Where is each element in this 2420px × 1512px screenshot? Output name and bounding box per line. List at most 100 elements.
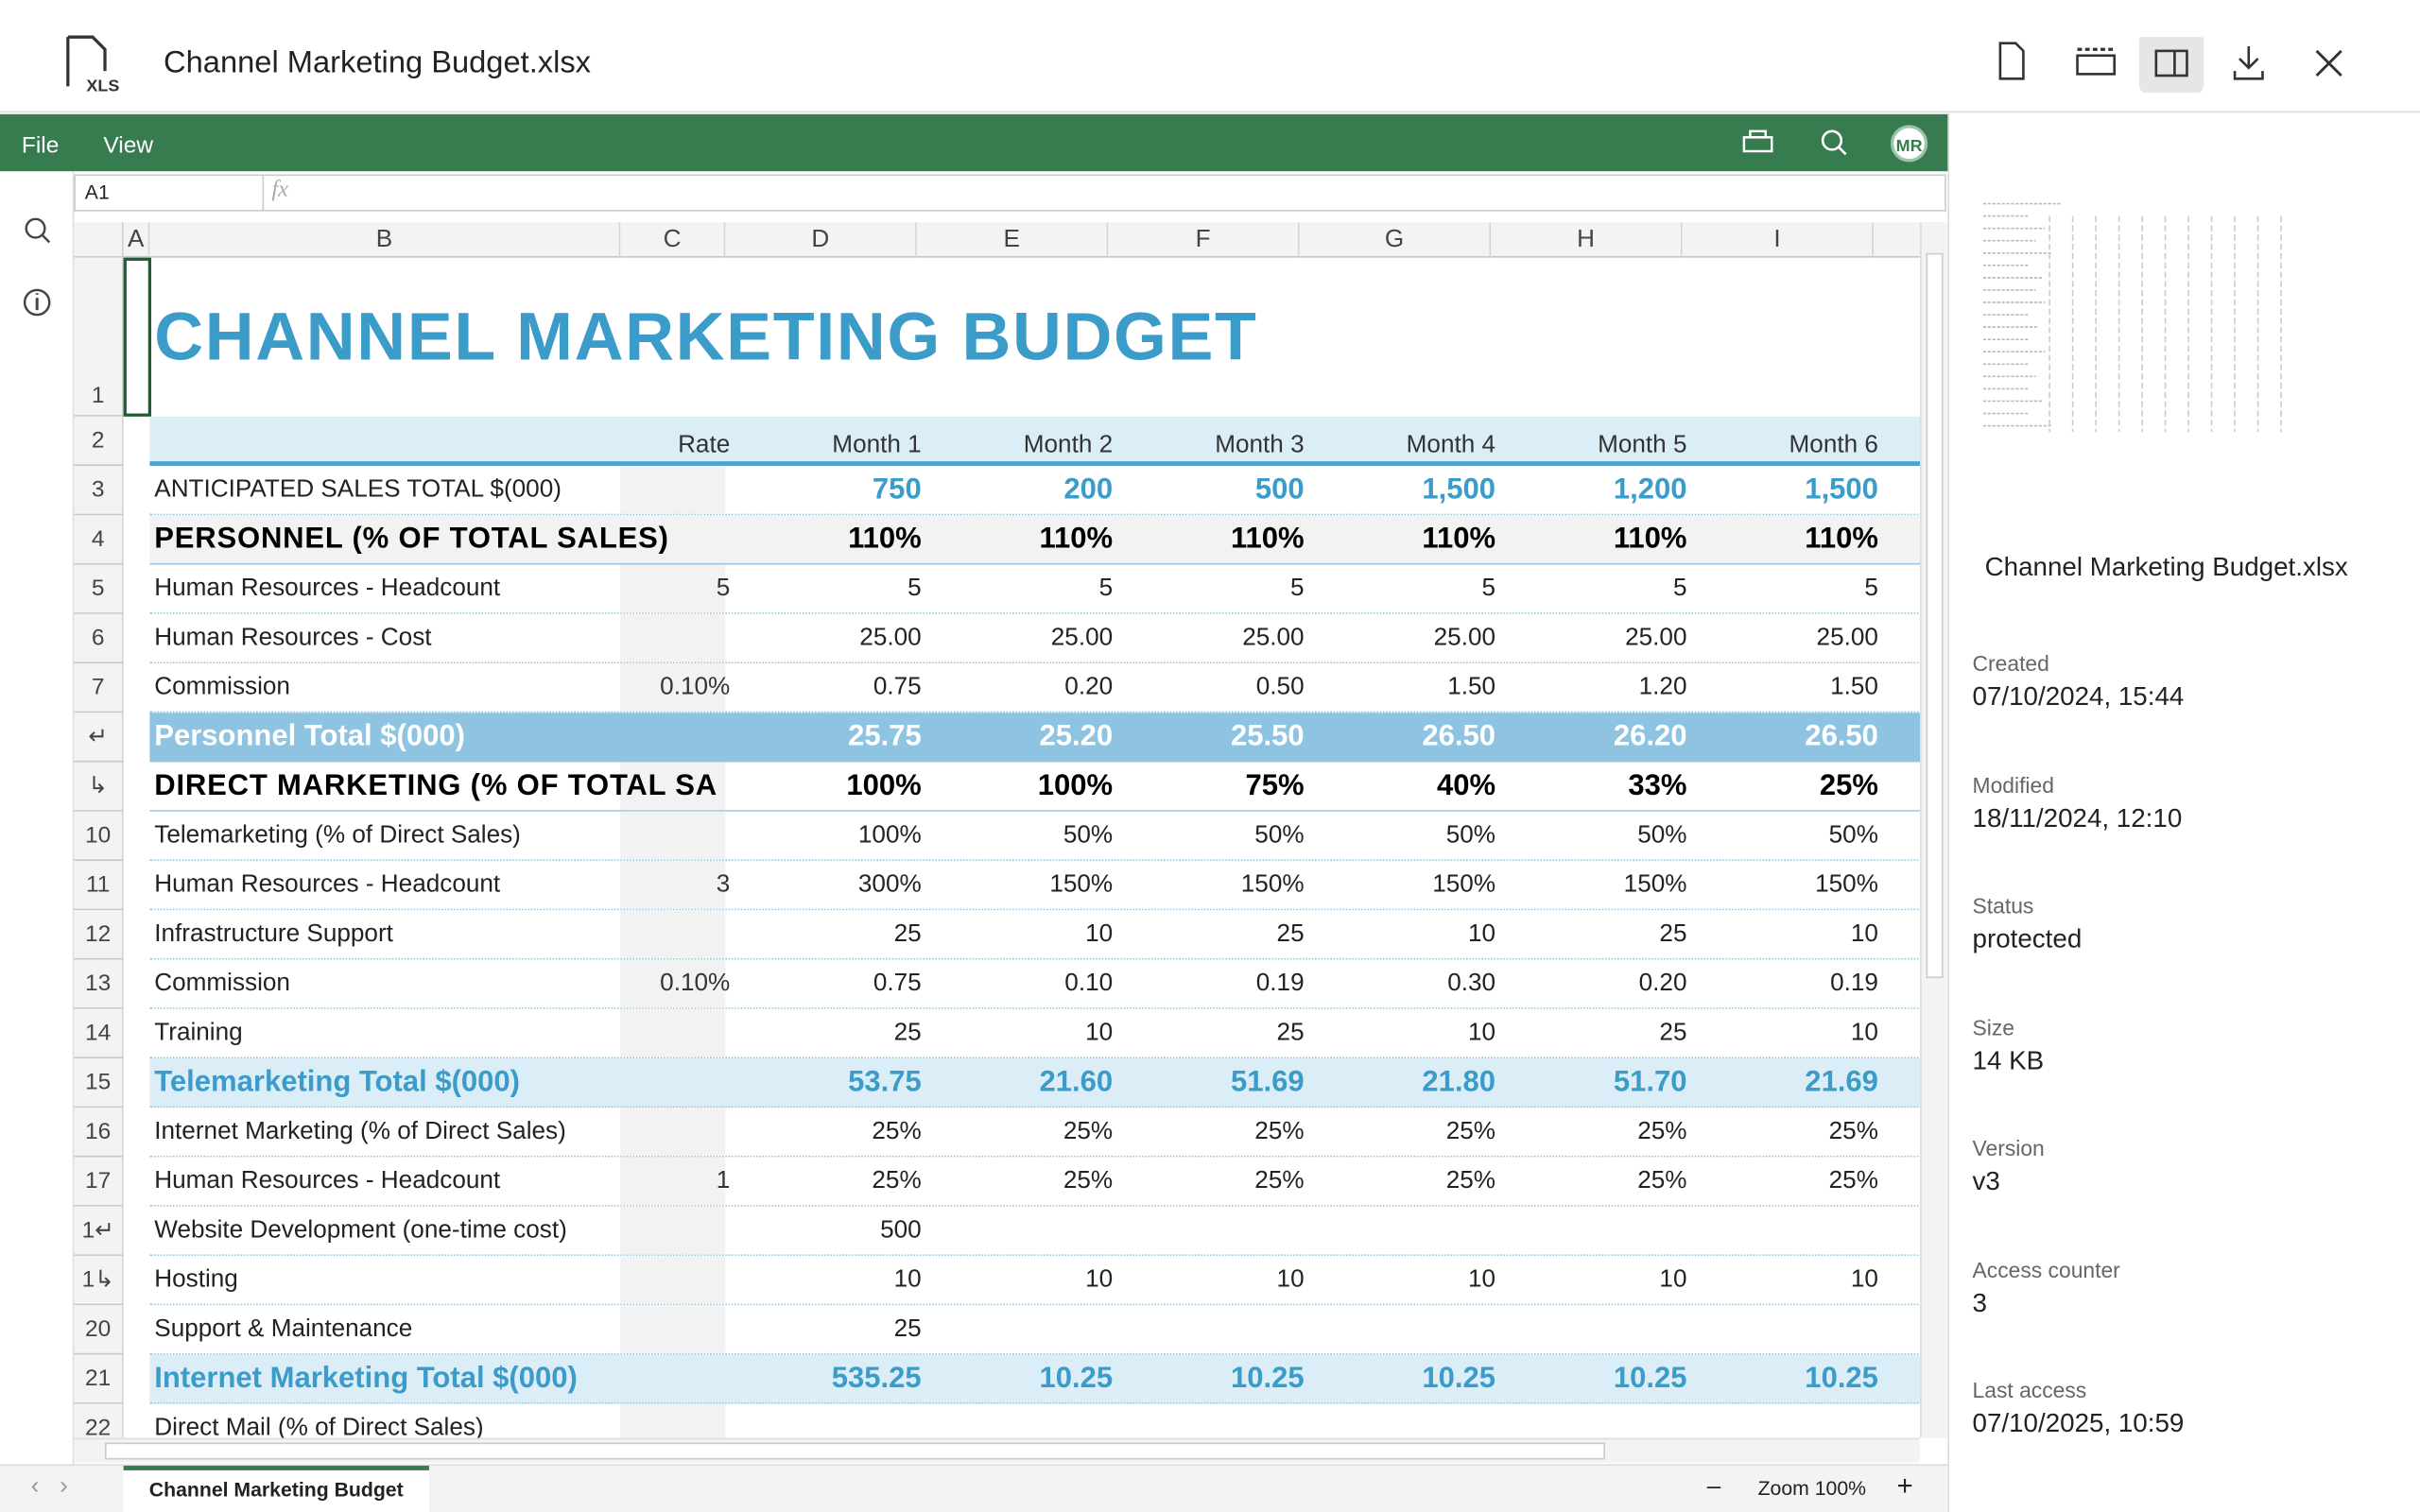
value-cell: 25.00 <box>859 625 922 651</box>
thumbnail <box>1979 197 2286 438</box>
sheet-tab[interactable]: Channel Marketing Budget <box>123 1466 429 1512</box>
value-cell: 10.25 <box>1805 1362 1878 1395</box>
tab-nav[interactable]: ‹ › <box>30 1473 68 1500</box>
selected-cell <box>123 257 151 417</box>
field-label: Status <box>1972 893 2034 919</box>
value-cell: 10 <box>1467 1020 1496 1046</box>
value-cell: 10 <box>1276 1266 1305 1294</box>
value-cell: 5 <box>1481 575 1496 602</box>
value-cell: 110% <box>848 523 922 556</box>
value-cell: 25 <box>1276 920 1305 948</box>
rate-shade <box>620 1008 726 1057</box>
rate-cell: 1 <box>716 1167 731 1194</box>
row-header: 5 <box>74 564 124 614</box>
row-bg <box>149 1058 1921 1108</box>
formula-input[interactable] <box>264 174 1946 212</box>
sidebar-icons[interactable] <box>22 213 56 320</box>
value-cell: 25 <box>893 1315 922 1343</box>
row-label: Website Development (one-time cost) <box>154 1217 567 1244</box>
field-label: Modified <box>1972 772 2054 798</box>
row-header: 2 <box>74 416 124 467</box>
value-cell: 100% <box>1037 769 1114 802</box>
zoom-out[interactable]: – <box>1706 1473 1721 1500</box>
value-cell: 0.75 <box>873 674 922 701</box>
column-header: B <box>149 222 621 258</box>
row-header: 6 <box>74 613 124 664</box>
row-header: 22 <box>74 1403 124 1438</box>
value-cell: 10 <box>1659 1266 1687 1294</box>
row-header: 13 <box>74 959 124 1009</box>
row-header: 1 <box>74 257 124 417</box>
menu-item[interactable]: File <box>21 132 60 160</box>
v-scrollbar[interactable] <box>1920 222 1948 1438</box>
value-cell: 26.20 <box>1613 720 1687 753</box>
field-value: 3 <box>1972 1287 1987 1317</box>
rate-shade <box>620 1157 726 1206</box>
row-bg <box>149 1305 1921 1355</box>
toolbar-icons[interactable] <box>1991 37 2361 93</box>
avatar[interactable]: MR <box>1890 125 1928 163</box>
rate-cell: 3 <box>716 871 731 899</box>
menu-item[interactable]: View <box>103 132 154 160</box>
value-cell: 40% <box>1436 769 1496 802</box>
value-cell: 25.00 <box>1050 625 1114 651</box>
zoom-in[interactable]: + <box>1896 1469 1913 1502</box>
column-header: H <box>1491 222 1683 258</box>
value-cell: 51.70 <box>1613 1066 1687 1099</box>
value-cell: 25.50 <box>1230 720 1305 753</box>
value-cell: 50% <box>1828 822 1878 849</box>
value-cell: 5 <box>908 575 922 602</box>
rate-cell: 5 <box>716 575 731 602</box>
row-label: Telemarketing (% of Direct Sales) <box>154 822 521 849</box>
row-label: Direct Mail (% of Direct Sales) <box>154 1415 484 1438</box>
value-cell: 750 <box>872 473 922 507</box>
field-value: 07/10/2024, 15:44 <box>1972 681 2185 712</box>
value-cell: 500 <box>1254 473 1305 507</box>
cell-ref[interactable]: A1 <box>74 174 265 212</box>
field-value: v3 <box>1972 1166 2000 1196</box>
value-cell: 300% <box>857 871 922 899</box>
row-label: Human Resources - Headcount <box>154 1167 501 1194</box>
menu-icons[interactable] <box>1737 127 1861 161</box>
info-panel <box>1947 112 2420 1512</box>
value-cell: 25 <box>1659 920 1687 948</box>
value-cell: 1,500 <box>1805 473 1878 507</box>
value-cell: 10.25 <box>1039 1362 1114 1395</box>
column-header: F <box>1108 222 1300 258</box>
value-cell: 25 <box>893 1020 922 1046</box>
row-bg <box>149 663 1921 713</box>
rate-shade <box>620 1305 726 1353</box>
value-cell: 25% <box>1063 1118 1114 1145</box>
row-label: DIRECT MARKETING (% OF TOTAL SA <box>154 769 718 802</box>
field-label: Created <box>1972 650 2049 677</box>
row-bg <box>149 564 1921 614</box>
value-cell: 10.25 <box>1613 1362 1687 1395</box>
value-cell: 25% <box>1445 1167 1496 1194</box>
value-cell: 0.10 <box>1064 970 1114 997</box>
h-scrollbar[interactable] <box>74 1437 1921 1463</box>
field-label: Version <box>1972 1135 2045 1160</box>
value-cell: 25.00 <box>1816 625 1878 651</box>
value-cell: 1,500 <box>1422 473 1496 507</box>
value-cell: 26.50 <box>1805 720 1878 753</box>
value-cell: 25 <box>1659 1020 1687 1046</box>
value-cell: 53.75 <box>848 1066 922 1099</box>
row-header: 15 <box>74 1058 124 1108</box>
value-cell: 0.75 <box>873 970 922 997</box>
column-header: G <box>1299 222 1492 258</box>
value-cell: 25% <box>1828 1167 1878 1194</box>
value-cell: 5 <box>1672 575 1687 602</box>
rate-shade <box>620 811 726 860</box>
value-cell: 25.00 <box>1433 625 1496 651</box>
row-label: Telemarketing Total $(000) <box>154 1066 520 1099</box>
rate-shade <box>620 861 726 909</box>
rate-cell: 0.10% <box>660 970 731 997</box>
value-cell: 25 <box>893 920 922 948</box>
value-cell: 10 <box>1467 1266 1496 1294</box>
value-cell: Month 3 <box>1215 432 1305 458</box>
rate-shade <box>620 959 726 1008</box>
row-label: ANTICIPATED SALES TOTAL $(000) <box>154 476 562 504</box>
row-header: ↳ <box>74 762 124 812</box>
row-header: 21 <box>74 1354 124 1404</box>
